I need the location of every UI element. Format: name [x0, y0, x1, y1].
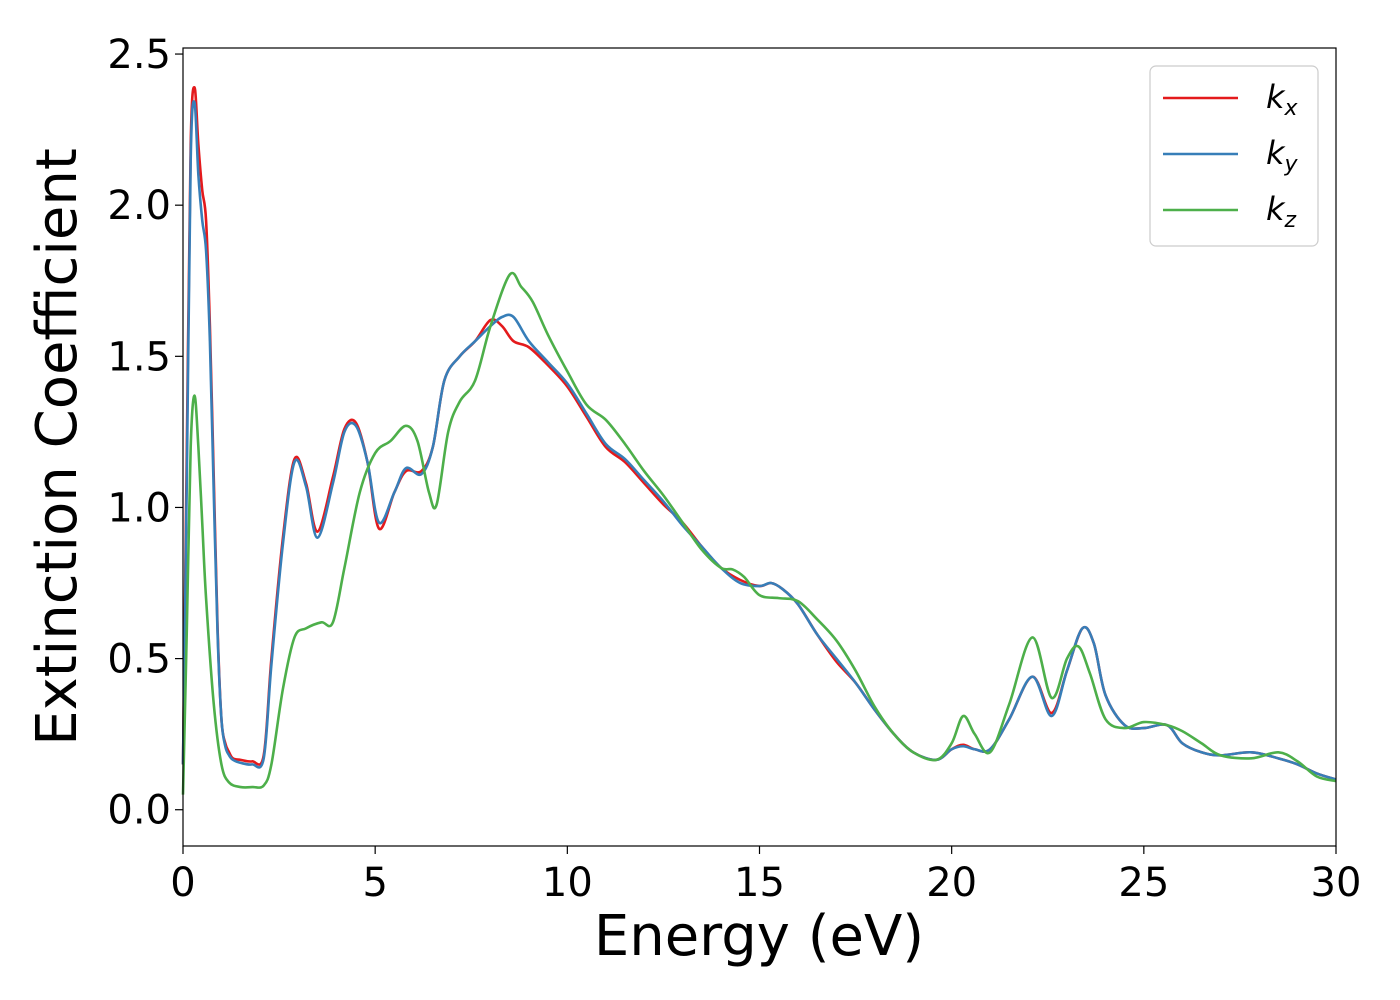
- series-line-ky: [181, 100, 1337, 781]
- legend-label-ky: ky: [1266, 134, 1299, 177]
- series-line-kz: [181, 271, 1337, 795]
- x-tick-label: 10: [542, 860, 593, 906]
- x-axis-label: Energy (eV): [594, 904, 924, 969]
- x-tick-label: 5: [362, 860, 387, 906]
- legend-box: [1149, 65, 1319, 247]
- y-axis-label: Extinction Coefficient: [25, 148, 90, 746]
- legend-label-kz: kz: [1266, 190, 1297, 233]
- x-tick-label: 25: [1118, 860, 1169, 906]
- legend-label-kx: kx: [1266, 78, 1299, 121]
- data-lines: [181, 85, 1337, 795]
- x-tick-label: 15: [734, 860, 785, 906]
- y-tick-label: 0.5: [107, 637, 171, 683]
- y-tick-label: 1.5: [107, 334, 171, 380]
- x-tick-label: 0: [170, 860, 195, 906]
- x-tick-label: 30: [1311, 860, 1362, 906]
- y-axis-ticks: 0.0 0.5 1.0 1.5 2.0 2.5: [107, 32, 183, 834]
- legend: kx ky kz: [1149, 65, 1319, 247]
- y-tick-label: 2.5: [107, 32, 171, 78]
- legend-items: kx ky kz: [1163, 78, 1299, 233]
- y-tick-label: 2.0: [107, 183, 171, 229]
- x-tick-label: 20: [926, 860, 977, 906]
- y-tick-label: 0.0: [107, 788, 171, 834]
- y-tick-label: 1.0: [107, 485, 171, 531]
- x-axis-ticks: 0 5 10 15 20 25 30: [170, 846, 1361, 906]
